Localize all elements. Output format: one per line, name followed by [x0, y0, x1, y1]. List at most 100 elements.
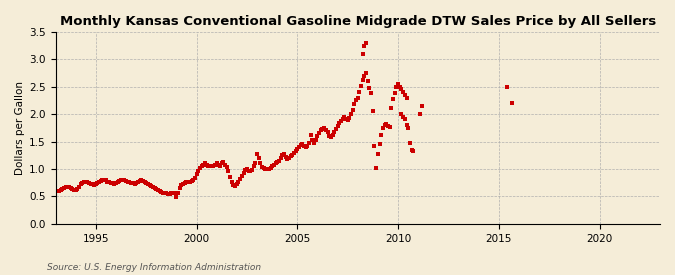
- Point: [94, 179, 105, 184]
- Point: [144, 183, 155, 187]
- Point: [302, 144, 313, 148]
- Point: [396, 112, 407, 116]
- Point: [87, 182, 98, 186]
- Point: [233, 180, 244, 184]
- Point: [181, 180, 192, 184]
- Point: [351, 98, 362, 103]
- Point: [186, 179, 197, 183]
- Point: [367, 109, 378, 114]
- Point: [265, 166, 276, 170]
- Point: [297, 142, 308, 147]
- Point: [270, 161, 281, 166]
- Point: [79, 180, 90, 184]
- Point: [99, 178, 109, 182]
- Point: [126, 180, 136, 185]
- Point: [196, 163, 207, 168]
- Point: [153, 188, 163, 192]
- Point: [341, 116, 352, 121]
- Point: [404, 141, 415, 145]
- Point: [104, 180, 115, 184]
- Point: [183, 180, 194, 184]
- Point: [272, 160, 283, 165]
- Point: [157, 190, 168, 195]
- Point: [117, 178, 128, 182]
- Point: [394, 84, 405, 89]
- Point: [155, 189, 165, 194]
- Point: [188, 178, 198, 182]
- Point: [102, 179, 113, 184]
- Title: Monthly Kansas Conventional Gasoline Midgrade DTW Sales Price by All Sellers: Monthly Kansas Conventional Gasoline Mid…: [59, 15, 656, 28]
- Point: [62, 184, 73, 189]
- Point: [76, 182, 86, 186]
- Point: [366, 91, 377, 95]
- Point: [361, 41, 372, 45]
- Point: [112, 180, 123, 184]
- Point: [223, 169, 234, 173]
- Point: [349, 102, 360, 106]
- Point: [210, 162, 221, 167]
- Point: [85, 182, 96, 186]
- Point: [235, 177, 246, 181]
- Point: [256, 164, 267, 169]
- Point: [252, 152, 263, 156]
- Point: [207, 164, 217, 168]
- Point: [240, 168, 250, 172]
- Point: [180, 180, 190, 185]
- Point: [393, 82, 404, 86]
- Point: [137, 179, 148, 183]
- Point: [221, 165, 232, 169]
- Point: [408, 149, 418, 154]
- Point: [149, 186, 160, 190]
- Point: [208, 163, 219, 168]
- Point: [122, 179, 133, 184]
- Point: [217, 161, 227, 166]
- Point: [161, 191, 171, 195]
- Point: [178, 182, 188, 186]
- Point: [250, 161, 261, 166]
- Point: [273, 159, 284, 163]
- Point: [342, 117, 353, 122]
- Point: [205, 164, 215, 168]
- Point: [348, 108, 358, 112]
- Point: [146, 184, 157, 188]
- Point: [379, 123, 390, 127]
- Point: [166, 191, 177, 195]
- Point: [387, 97, 398, 101]
- Point: [200, 161, 211, 166]
- Point: [128, 181, 138, 185]
- Point: [327, 133, 338, 137]
- Point: [278, 152, 289, 156]
- Point: [174, 186, 185, 190]
- Point: [325, 135, 336, 139]
- Point: [151, 187, 161, 191]
- Point: [332, 124, 343, 128]
- Point: [369, 144, 380, 148]
- Point: [124, 180, 135, 184]
- Point: [391, 84, 402, 89]
- Point: [334, 121, 345, 126]
- Point: [403, 126, 414, 130]
- Point: [211, 161, 222, 166]
- Point: [319, 126, 329, 130]
- Point: [331, 127, 342, 131]
- Point: [169, 190, 180, 195]
- Point: [163, 191, 173, 196]
- Point: [176, 183, 187, 188]
- Point: [286, 154, 296, 159]
- Point: [377, 126, 388, 130]
- Point: [253, 156, 264, 160]
- Point: [72, 186, 82, 191]
- Point: [416, 104, 427, 108]
- Point: [373, 152, 383, 156]
- Point: [92, 180, 103, 185]
- Point: [400, 116, 410, 121]
- Point: [324, 134, 335, 138]
- Point: [307, 138, 318, 143]
- Point: [190, 176, 200, 180]
- Point: [131, 180, 142, 185]
- Point: [374, 142, 385, 147]
- Point: [298, 144, 309, 148]
- Point: [255, 161, 266, 166]
- Point: [359, 74, 370, 78]
- Point: [352, 95, 363, 100]
